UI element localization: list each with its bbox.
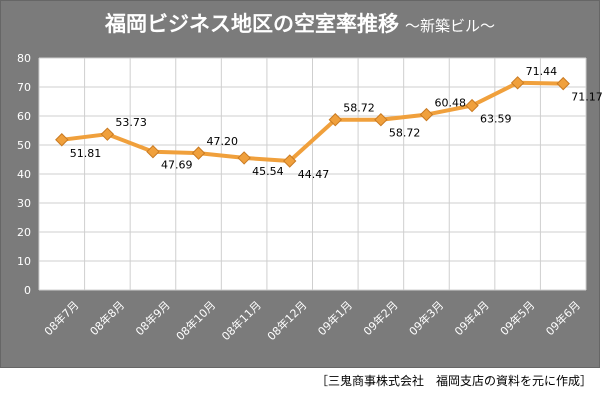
- data-point-marker: [419, 107, 434, 122]
- data-labels: 51.81 53.73 47.69 47.20 45.54 44.47 58.72 58.72…: [70, 65, 602, 181]
- data-point-marker: [100, 127, 115, 141]
- chart-title-block: 福岡ビジネス地区の空室率推移 ～新築ビル～: [0, 8, 600, 38]
- x-tick-label: 08年8月: [87, 298, 127, 338]
- series-markers: [55, 76, 570, 168]
- x-tick-label: 08年10月: [173, 298, 218, 343]
- y-tick-label: 0: [24, 284, 31, 297]
- x-tick-label: 09年5月: [497, 298, 537, 338]
- x-tick-label: 09年6月: [543, 298, 583, 338]
- data-point-marker: [237, 151, 251, 165]
- y-tick-label: 30: [17, 197, 31, 210]
- chart-subtitle: ～新築ビル～: [404, 17, 495, 35]
- y-tick-label: 80: [17, 52, 31, 65]
- x-tick-label: 08年12月: [264, 298, 309, 343]
- series-line: [59, 80, 566, 163]
- y-tick-label: 60: [17, 110, 31, 123]
- data-point-marker: [465, 98, 479, 113]
- data-point-marker: [328, 113, 342, 127]
- y-tick-label: 40: [17, 168, 31, 181]
- data-point-marker: [374, 113, 388, 127]
- grid-lines: [38, 57, 587, 291]
- x-tick-label: 09年4月: [452, 298, 492, 338]
- data-label: 60.48: [434, 97, 466, 110]
- data-label: 71.17: [571, 91, 602, 104]
- data-label: 47.69: [161, 159, 193, 172]
- y-tick-label: 10: [17, 255, 31, 268]
- y-tick-label: 20: [17, 226, 31, 239]
- x-tick-label: 09年2月: [360, 298, 400, 338]
- data-label: 44.47: [298, 168, 330, 181]
- x-tick-label: 09年1月: [315, 298, 355, 338]
- data-label: 47.20: [207, 135, 239, 148]
- data-label: 71.44: [526, 65, 558, 78]
- x-tick-label: 08年7月: [41, 298, 81, 338]
- data-label: 45.54: [252, 165, 284, 178]
- data-point-marker: [510, 76, 525, 90]
- x-tick-label: 09年3月: [406, 298, 446, 338]
- chart-title: 福岡ビジネス地区の空室率推移: [104, 12, 399, 36]
- x-tick-label: 08年11月: [219, 298, 264, 343]
- x-tick-label: 08年9月: [132, 298, 172, 338]
- data-label: 58.72: [343, 102, 375, 115]
- data-label: 53.73: [115, 116, 147, 129]
- data-point-marker: [146, 144, 160, 159]
- data-label: 63.59: [480, 113, 512, 126]
- x-axis-ticks: 08年7月 08年8月 08年9月 08年10月 08年11月 08年12月 09年1月 09…: [41, 298, 583, 343]
- data-point-marker: [55, 133, 69, 147]
- source-note: ［三鬼商事株式会社 福岡支店の資料を元に作成］: [315, 374, 592, 388]
- data-point-marker: [191, 146, 206, 160]
- data-label: 51.81: [70, 147, 102, 160]
- data-point-marker: [283, 154, 297, 168]
- y-tick-label: 70: [17, 81, 31, 94]
- y-tick-label: 50: [17, 139, 31, 152]
- data-point-marker: [556, 76, 570, 91]
- data-label: 58.72: [389, 127, 421, 140]
- y-axis-ticks: 0 10 20 30 40 50 60 70 80: [17, 52, 31, 297]
